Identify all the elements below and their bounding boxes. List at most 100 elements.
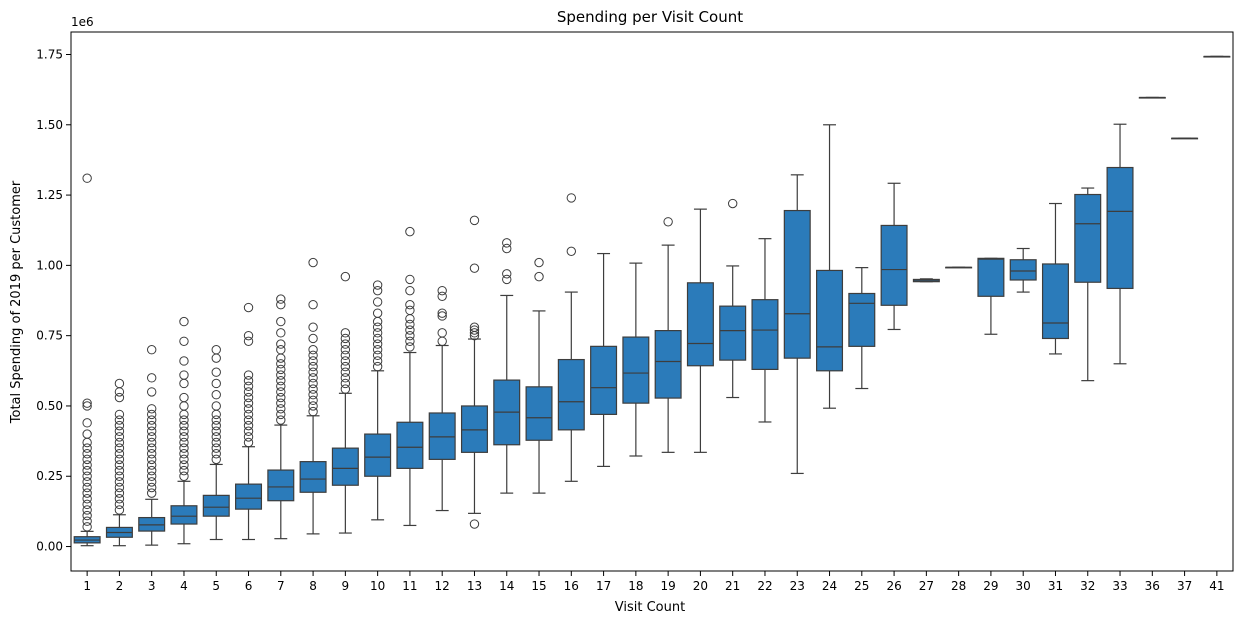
box-iqr [460, 405, 488, 453]
outlier-point [243, 392, 254, 403]
box-12 [428, 285, 456, 512]
x-tick-label: 7 [277, 579, 285, 593]
x-tick-label: 27 [919, 579, 934, 593]
outlier-point [114, 449, 125, 459]
outlier-point [437, 308, 447, 318]
outlier-point [372, 333, 383, 344]
outlier-point [276, 415, 286, 425]
y-axis-label: Total Spending of 2019 per Customer [9, 180, 24, 424]
outlier-point [340, 333, 351, 344]
outlier-point [372, 350, 383, 361]
outlier-point [179, 443, 189, 453]
outlier-point [82, 505, 92, 515]
outlier-point [82, 516, 92, 526]
outlier-point [243, 398, 254, 408]
outlier-point [82, 449, 92, 459]
outlier-point [437, 328, 447, 338]
box-26 [880, 182, 908, 331]
box-2 [105, 378, 133, 547]
box-iqr [557, 358, 585, 431]
outlier-point [179, 454, 189, 465]
outlier-point [405, 274, 415, 285]
boxes-group [73, 55, 1231, 547]
outlier-point [179, 336, 189, 346]
chart-title: Spending per Visit Count [557, 8, 743, 26]
outlier-point [146, 471, 157, 481]
outlier-point [340, 350, 351, 361]
outlier-point [469, 519, 480, 529]
outlier-point [502, 269, 512, 279]
outlier-point [179, 471, 189, 481]
y-tick-label: 1.50 [36, 118, 63, 132]
x-tick-label: 21 [725, 579, 740, 593]
outlier-point [243, 387, 254, 397]
outlier-point [211, 420, 221, 431]
outlier-point [179, 415, 189, 425]
outlier-point [469, 215, 480, 226]
box-30 [1009, 247, 1037, 293]
outlier-point [308, 406, 318, 417]
outlier-point [308, 361, 318, 372]
box-28 [945, 266, 973, 269]
outlier-point [146, 404, 157, 414]
outlier-point [405, 342, 415, 352]
outlier-point [114, 387, 125, 397]
outlier-point [437, 285, 447, 296]
box-iqr [364, 433, 392, 477]
box-1 [73, 173, 101, 547]
outlier-point [727, 198, 738, 209]
box-21 [719, 198, 747, 399]
outlier-point [82, 460, 92, 470]
outlier-point [308, 300, 318, 310]
box-iqr [977, 257, 1005, 297]
box-iqr [880, 224, 908, 306]
x-tick-label: 1 [83, 579, 91, 593]
y-axis: 0.00 0.25 0.50 0.75 1.00 1.25 1.50 1.75 [36, 47, 71, 554]
outlier-point [211, 353, 221, 363]
x-tick-label: 11 [402, 579, 417, 593]
y-tick-label: 1.00 [36, 258, 63, 272]
x-tick-label: 23 [790, 579, 805, 593]
outlier-point [82, 429, 92, 439]
x-tick-label: 14 [499, 579, 514, 593]
box-5 [202, 345, 230, 541]
outlier-point [146, 432, 157, 442]
outlier-point [146, 460, 157, 470]
outlier-point [469, 325, 480, 335]
outlier-point [243, 432, 254, 442]
outlier-point [405, 285, 415, 296]
outlier-point [211, 378, 221, 389]
outlier-point [340, 271, 351, 282]
box-7 [267, 294, 295, 540]
outlier-point [276, 404, 286, 414]
outlier-point [405, 226, 415, 237]
outlier-point [243, 302, 254, 313]
outlier-point [114, 409, 125, 420]
outlier-point [469, 328, 480, 338]
outlier-point [308, 395, 318, 406]
box-9 [331, 271, 359, 534]
outlier-point [146, 409, 157, 420]
outlier-point [211, 345, 221, 355]
outlier-point [146, 488, 157, 498]
outlier-point [243, 370, 254, 380]
outlier-point [179, 437, 189, 448]
outlier-point [372, 316, 383, 327]
outlier-point [179, 420, 189, 431]
outlier-point [308, 401, 318, 411]
outlier-point [276, 353, 286, 363]
outlier-point [211, 449, 221, 459]
outlier-point [146, 437, 157, 448]
x-tick-label: 17 [596, 579, 611, 593]
outlier-point [308, 350, 318, 361]
outlier-point [405, 300, 415, 310]
outlier-point [114, 488, 125, 498]
x-tick-label: 25 [854, 579, 869, 593]
box-10 [364, 280, 392, 521]
y-tick-label: 1.25 [36, 188, 63, 202]
outlier-point [179, 316, 189, 327]
outlier-point [211, 443, 221, 453]
x-tick-label: 26 [886, 579, 901, 593]
x-tick-label: 5 [212, 579, 220, 593]
outlier-point [243, 426, 254, 436]
